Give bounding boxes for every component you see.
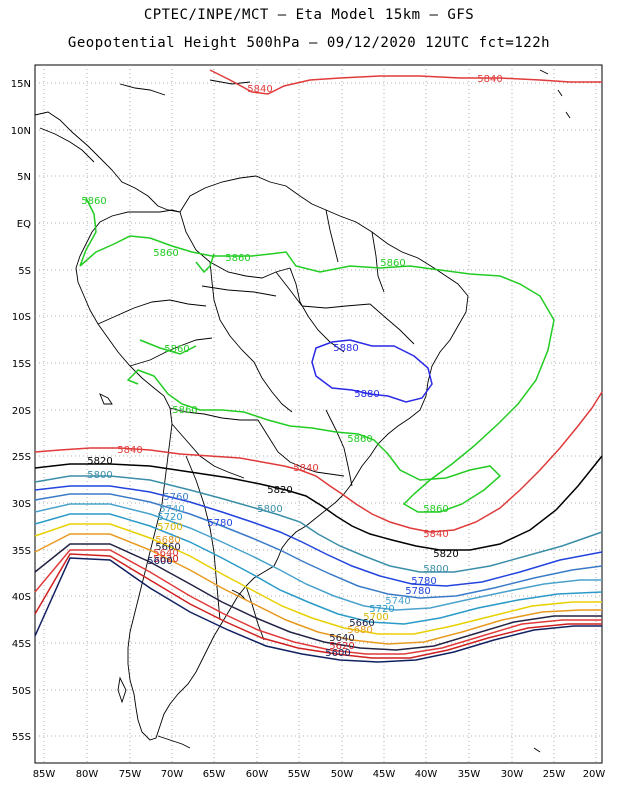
contour-5640 <box>34 549 602 655</box>
lon-label: 25W <box>543 769 566 780</box>
lat-label: 5S <box>18 266 31 277</box>
contour-5740 <box>34 503 602 611</box>
contour-label: 5840 <box>477 74 502 85</box>
map-frame <box>34 64 603 764</box>
contour-5660 <box>34 543 602 651</box>
lon-label: 20W <box>583 769 606 780</box>
contour-label: 5620 <box>153 554 178 565</box>
contour-label: 5840 <box>117 445 142 456</box>
lat-label: 5N <box>17 172 31 183</box>
lon-label: 65W <box>203 769 226 780</box>
lon-label: 75W <box>119 769 142 780</box>
contour-5860-inner <box>139 339 197 355</box>
contour-label: 5800 <box>257 504 282 515</box>
contour-label: 5780 <box>405 586 430 597</box>
contour-label: 5860 <box>172 405 197 416</box>
lat-label: 15S <box>12 359 31 370</box>
contour-label: 5760 <box>163 492 188 503</box>
contour-5760 <box>34 493 603 599</box>
contour-label: 5700 <box>157 522 182 533</box>
contour-label: 5840 <box>247 84 272 95</box>
contour-label: 5840 <box>423 529 448 540</box>
contour-5860 <box>79 197 555 513</box>
map-title-line2: Geopotential Height 500hPa — 09/12/2020 … <box>67 35 551 51</box>
lon-label: 55W <box>288 769 311 780</box>
contour-label: 5860 <box>347 434 372 445</box>
contour-label: 5840 <box>293 463 318 474</box>
contour-label: 5740 <box>159 504 184 515</box>
lat-label: 10N <box>11 126 31 137</box>
contour-label: 5880 <box>333 343 358 354</box>
lon-label: 85W <box>33 769 56 780</box>
contour-label: 5640 <box>329 633 354 644</box>
lon-label: 60W <box>246 769 269 780</box>
contour-5700 <box>34 523 602 635</box>
lat-label: 10S <box>12 312 31 323</box>
contour-5860-blob <box>195 253 215 274</box>
contour-5800 <box>34 475 603 573</box>
contour-5840-south <box>34 391 603 533</box>
contour-label: 5740 <box>385 596 410 607</box>
contour-label: 5800 <box>423 564 448 575</box>
contour-label: 5820 <box>433 549 458 560</box>
lon-label: 40W <box>415 769 438 780</box>
graticule <box>35 65 602 763</box>
lat-label: 20S <box>12 406 31 417</box>
contour-5820 <box>34 455 603 551</box>
lon-label: 35W <box>458 769 481 780</box>
lon-label: 70W <box>161 769 184 780</box>
contour-label: 5780 <box>207 518 232 529</box>
contour-label: 5860 <box>380 258 405 269</box>
contour-lines <box>34 69 603 663</box>
lat-label: 45S <box>12 639 31 650</box>
contour-label: 5700 <box>363 612 388 623</box>
coastline <box>34 69 571 753</box>
contour-5720 <box>34 513 603 625</box>
lat-label: 50S <box>12 686 31 697</box>
map-title-line1: CPTEC/INPE/MCT — Eta Model 15km — GFS <box>143 7 475 23</box>
contour-label: 5680 <box>347 625 372 636</box>
contour-label: 5880 <box>354 389 379 400</box>
lat-label: 15N <box>11 79 31 90</box>
contour-5680 <box>34 533 602 645</box>
contour-5840-north <box>209 69 602 95</box>
contour-label: 5860 <box>225 253 250 264</box>
contour-5600 <box>34 557 602 663</box>
contour-label: 5860 <box>164 344 189 355</box>
contour-label: 5660 <box>349 618 374 629</box>
lat-label: 40S <box>12 592 31 603</box>
contour-label: 5600 <box>325 648 350 659</box>
contour-label: 5860 <box>153 248 178 259</box>
contour-5780 <box>34 485 603 587</box>
contour-label: 5720 <box>369 604 394 615</box>
lon-label: 80W <box>76 769 99 780</box>
contour-label: 5680 <box>155 535 180 546</box>
contour-label: 5820 <box>267 485 292 496</box>
contour-label: 5860 <box>423 504 448 515</box>
contour-5880 <box>311 339 433 403</box>
lon-label: 30W <box>501 769 524 780</box>
contour-label: 5860 <box>81 196 106 207</box>
lon-label: 45W <box>373 769 396 780</box>
contour-label: 5820 <box>87 456 112 467</box>
lat-label: 25S <box>12 452 31 463</box>
contour-label: 5620 <box>329 641 354 652</box>
contour-label: 5800 <box>87 470 112 481</box>
contour-label: 5640 <box>153 548 178 559</box>
contour-label: 5660 <box>155 542 180 553</box>
lat-label: EQ <box>17 219 31 230</box>
contour-5620 <box>34 553 602 659</box>
contour-label: 5780 <box>411 576 436 587</box>
contour-label: 5720 <box>157 512 182 523</box>
lon-label: 50W <box>331 769 354 780</box>
lat-label: 30S <box>12 499 31 510</box>
lat-label: 35S <box>12 546 31 557</box>
contour-label: 5600 <box>147 556 172 567</box>
lat-label: 55S <box>12 732 31 743</box>
